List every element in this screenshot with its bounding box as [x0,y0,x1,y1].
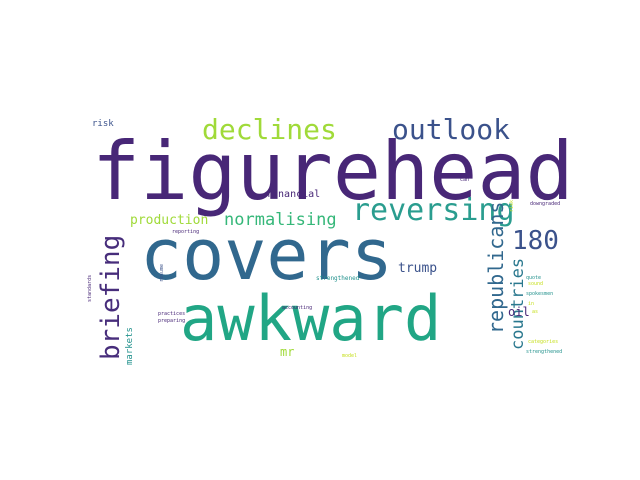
word-quote: quote [526,275,542,281]
word-resume: resume [159,263,165,282]
word-as: as [532,309,539,315]
word-covers: covers [140,214,393,296]
word-categories: categories [528,339,559,345]
word-production: production [130,213,209,228]
word-figurehead: figurehead [92,125,574,218]
word-practices: practices [158,311,186,317]
word-oil: oil [508,305,530,319]
word-spokesmen: spokesmen [526,291,554,297]
word-financial: financial [266,189,321,200]
word-strengthened: strengthened [316,275,360,282]
word-in: in [528,301,535,307]
word-preparing: preparing [158,318,186,324]
word-180: 180 [512,226,559,256]
word-markets: markets [125,327,135,365]
word-republicans: republicans [484,201,508,334]
word-mr: mr [280,345,295,359]
word-model: model [342,353,358,359]
word-downgraded: downgraded [530,201,561,207]
word-can: can [460,177,470,183]
word-briefing: briefing [96,234,126,360]
word-declines: declines [202,113,337,146]
word-normalising: normalising [224,210,337,230]
word-trump: trump [398,261,438,276]
word-reversing: reversing [352,193,515,228]
word-awkward: awkward [180,282,442,355]
word-risk: risk [92,119,114,129]
word-countries: countries [508,257,528,350]
word-accounting: accounting [282,305,313,311]
word-reporting: reporting [172,229,200,235]
word-standards: standards [87,274,93,302]
word-sound: sound [528,281,544,287]
word-cloud: figurehead covers awkward declines outlook re… [80,110,574,370]
word-outlook: outlook [392,113,511,146]
word-risk: risk [509,199,515,212]
word-strengthened: strengthened [526,349,563,355]
